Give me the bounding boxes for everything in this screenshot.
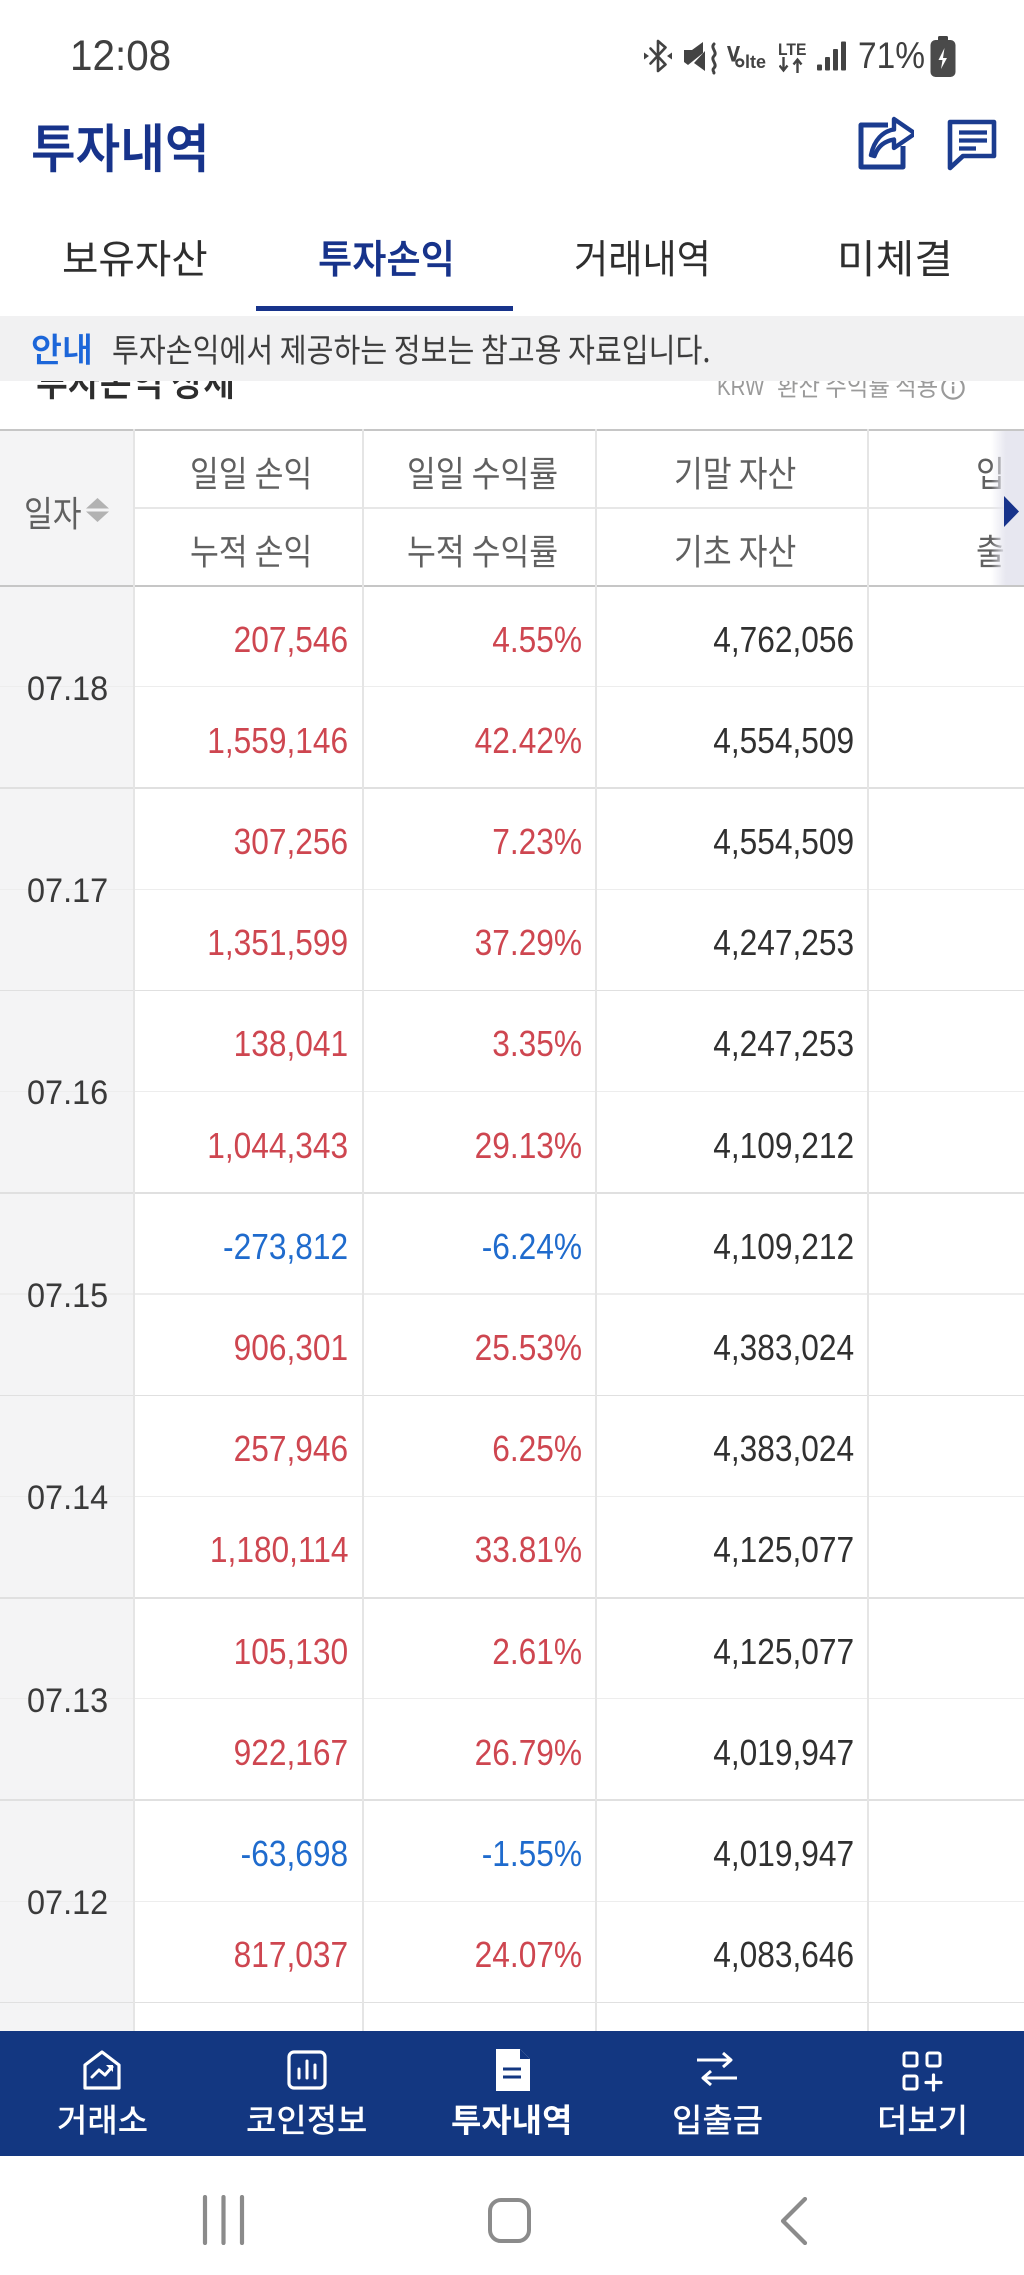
svg-text:lte: lte (745, 52, 766, 70)
